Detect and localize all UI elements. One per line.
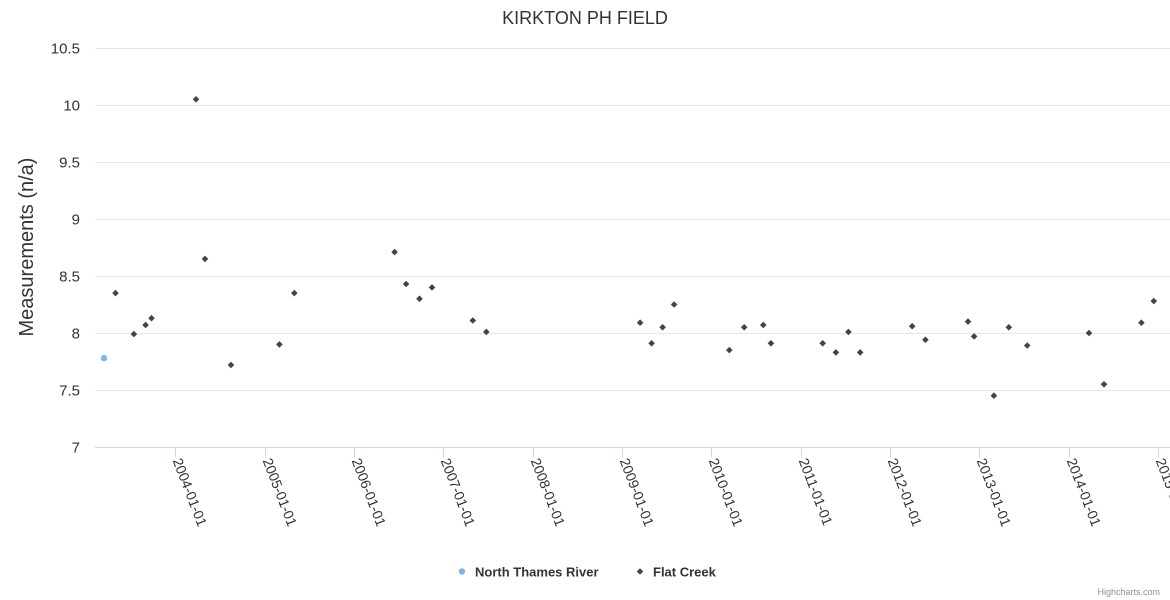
legend-label: North Thames River (475, 565, 599, 580)
y-tick-label: 8.5 (59, 269, 80, 286)
point-flat-creek[interactable] (291, 289, 298, 297)
y-tick-label: 7.5 (59, 383, 80, 400)
legend: North Thames River Flat Creek (458, 565, 717, 580)
point-flat-creek[interactable] (148, 314, 155, 322)
legend-item[interactable]: North Thames River (458, 565, 599, 580)
point-flat-creek[interactable] (276, 341, 283, 348)
y-tick-label: 10.5 (51, 41, 80, 58)
point-flat-creek[interactable] (1138, 319, 1145, 326)
point-north-thames-river[interactable] (100, 354, 108, 362)
point-flat-creek[interactable] (648, 340, 655, 347)
point-flat-creek[interactable] (428, 284, 436, 291)
point-flat-creek[interactable] (726, 346, 733, 354)
point-flat-creek[interactable] (112, 289, 119, 297)
grid-lines (95, 48, 1170, 391)
point-flat-creek[interactable] (1150, 297, 1158, 305)
y-tick-label: 10 (63, 98, 80, 115)
chart-title: KIRKTON PH FIELD (502, 8, 668, 28)
legend-item[interactable]: Flat Creek (636, 565, 717, 580)
point-flat-creek[interactable] (760, 321, 767, 329)
point-flat-creek[interactable] (402, 280, 410, 288)
point-flat-creek[interactable] (845, 328, 852, 336)
point-flat-creek[interactable] (990, 392, 998, 399)
legend-circle-icon (458, 568, 466, 575)
y-tick-label: 8 (72, 326, 80, 343)
point-flat-creek[interactable] (908, 322, 916, 330)
y-tick-label: 9.5 (59, 155, 80, 172)
y-axis-title: Measurements (n/a) (16, 158, 38, 337)
point-flat-creek[interactable] (964, 318, 972, 325)
point-flat-creek[interactable] (1100, 381, 1108, 388)
point-flat-creek[interactable] (201, 255, 209, 263)
y-axis-tick-labels: 7 7.5 8 8.5 9 9.5 10 10.5 (51, 41, 80, 457)
point-flat-creek[interactable] (1005, 324, 1013, 331)
point-flat-creek[interactable] (767, 340, 775, 347)
point-flat-creek[interactable] (922, 336, 929, 344)
point-flat-creek[interactable] (142, 321, 149, 329)
point-flat-creek[interactable] (970, 333, 978, 340)
legend-label: Flat Creek (653, 565, 717, 580)
y-tick-label: 7 (72, 440, 80, 457)
point-flat-creek[interactable] (740, 324, 748, 331)
point-flat-creek[interactable] (483, 328, 490, 336)
point-flat-creek[interactable] (391, 248, 398, 256)
legend-diamond-icon (636, 568, 644, 575)
point-flat-creek[interactable] (416, 295, 423, 303)
point-flat-creek[interactable] (636, 319, 644, 326)
point-flat-creek[interactable] (670, 301, 678, 308)
point-flat-creek[interactable] (832, 349, 840, 356)
point-flat-creek[interactable] (856, 349, 864, 356)
point-flat-creek[interactable] (469, 317, 477, 324)
point-flat-creek[interactable] (1085, 329, 1093, 337)
credits-text[interactable]: Highcharts.com (1097, 587, 1160, 597)
point-flat-creek[interactable] (192, 96, 200, 103)
point-flat-creek[interactable] (659, 324, 666, 331)
y-tick-label: 9 (72, 212, 80, 229)
point-flat-creek[interactable] (227, 361, 235, 369)
data-points (100, 96, 1158, 399)
point-flat-creek[interactable] (130, 330, 138, 338)
point-flat-creek[interactable] (1023, 342, 1031, 349)
point-flat-creek[interactable] (819, 340, 826, 347)
